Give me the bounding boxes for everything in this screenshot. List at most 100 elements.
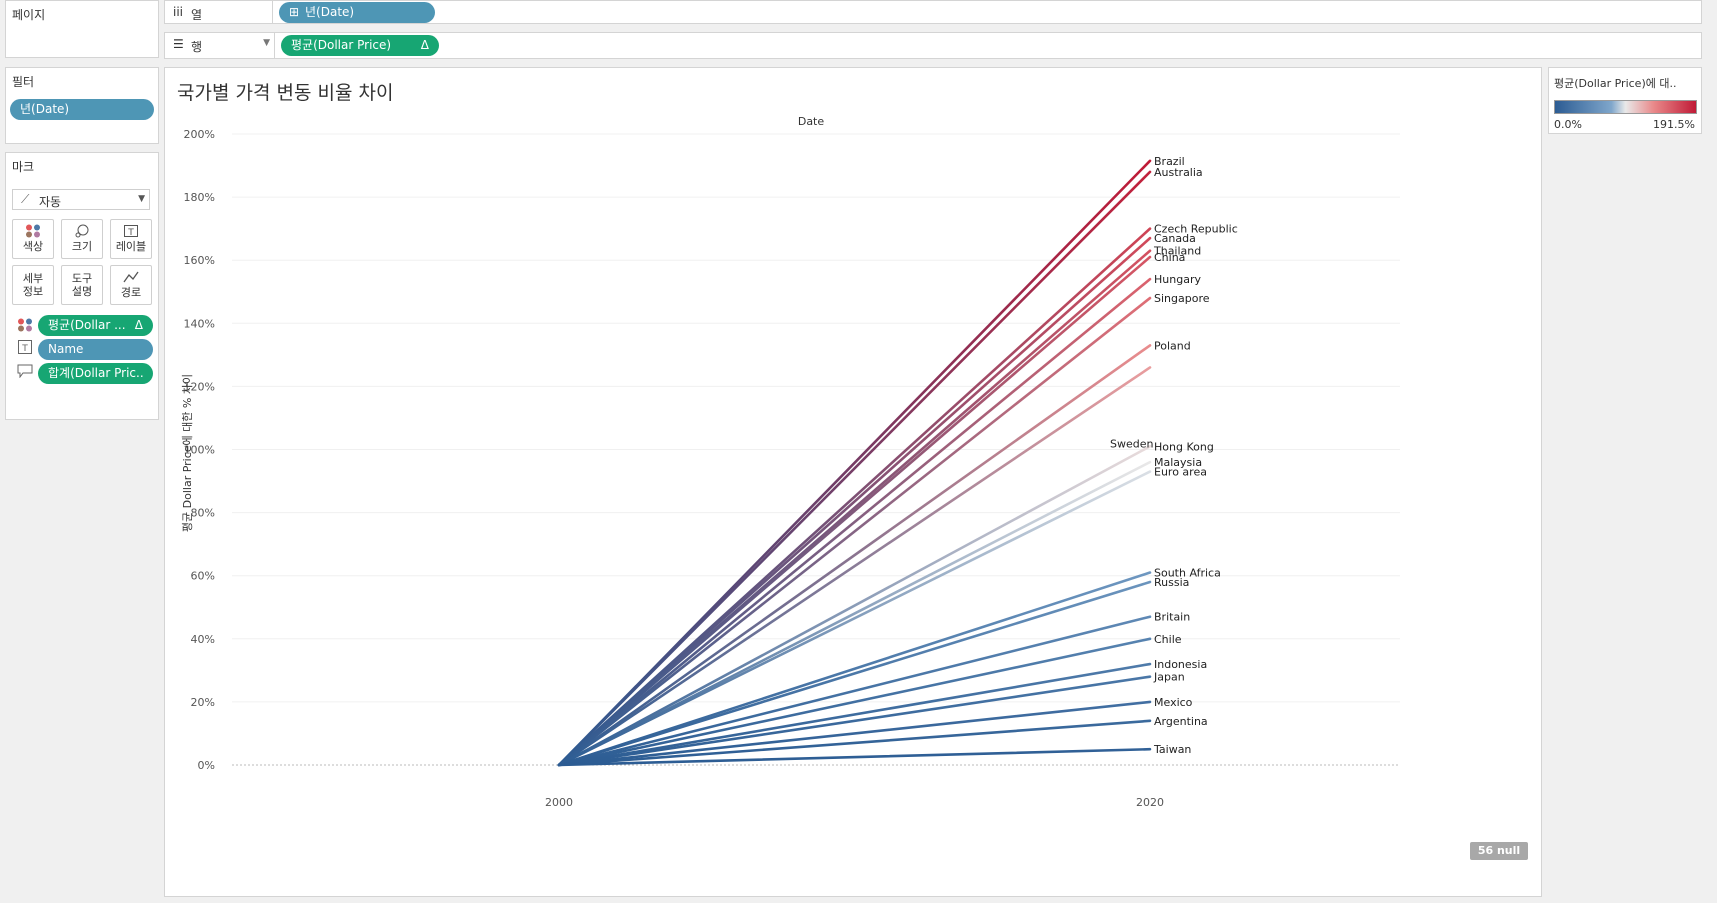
- rows-label: 행: [191, 40, 203, 54]
- series-line-sweden: [557, 366, 1152, 767]
- rows-shelf-header: ☰ 행 ▼: [165, 33, 275, 58]
- y-tick-label: 120%: [184, 380, 215, 393]
- label-icon: T: [122, 224, 140, 238]
- size-icon: [73, 224, 91, 238]
- filters-title: 필터: [12, 75, 35, 89]
- series-line-south-africa: [557, 571, 1152, 767]
- series-line-china: [557, 255, 1152, 767]
- series-label-argentina: Argentina: [1154, 715, 1208, 728]
- marks-title: 마크: [12, 160, 35, 174]
- columns-pill-year-date[interactable]: ⊞ 년(Date): [279, 2, 435, 23]
- legend-title: 평균(Dollar Price)에 대..: [1554, 77, 1677, 90]
- series-line-euro-area: [557, 470, 1152, 767]
- series-label-mexico: Mexico: [1154, 696, 1193, 709]
- series-label-thailand: Thailand: [1153, 245, 1201, 258]
- delta-icon: Δ: [134, 318, 143, 332]
- tooltip-icon: [17, 364, 33, 381]
- mark-type-select[interactable]: ⟋ 자동 ▼: [12, 189, 150, 210]
- legend-max-label: 191.5%: [1653, 118, 1695, 131]
- detail-label: 세부 정보: [22, 272, 44, 298]
- size-button[interactable]: 크기: [61, 219, 103, 259]
- y-tick-label: 80%: [191, 507, 215, 520]
- pages-title: 페이지: [12, 8, 46, 22]
- color-icon: [24, 224, 42, 238]
- y-axis-label: 평균 Dollar Price에 대한 % 차이: [181, 374, 194, 532]
- null-badge[interactable]: 56 null: [1470, 842, 1528, 860]
- y-tick-label: 100%: [184, 444, 215, 457]
- x-tick-label: 2000: [545, 796, 573, 809]
- text-icon: T: [18, 340, 32, 357]
- series-line-mexico: [557, 700, 1152, 767]
- series-label-taiwan: Taiwan: [1153, 743, 1191, 756]
- detail-button[interactable]: 세부 정보: [12, 265, 54, 305]
- columns-icon: iii: [173, 5, 184, 19]
- marks-field-sum-dollar-price[interactable]: 합계(Dollar Pric..: [38, 363, 153, 384]
- size-label: 크기: [71, 240, 93, 253]
- series-line-singapore: [557, 296, 1152, 767]
- series-label-euro-area: Euro area: [1154, 466, 1207, 479]
- series-label-czech-republic: Czech Republic: [1154, 223, 1238, 236]
- y-tick-label: 200%: [184, 128, 215, 141]
- filter-pill-year-date[interactable]: 년(Date): [10, 99, 154, 120]
- y-tick-label: 0%: [198, 759, 215, 772]
- y-tick-label: 160%: [184, 254, 215, 267]
- svg-text:T: T: [21, 344, 28, 354]
- delta-icon: Δ: [420, 38, 429, 52]
- columns-pill-label: 년(Date): [305, 5, 355, 19]
- y-tick-label: 140%: [184, 317, 215, 330]
- rows-pill-avg-dollar-price[interactable]: 평균(Dollar Price) Δ: [281, 35, 439, 56]
- series-line-australia: [557, 170, 1152, 767]
- columns-shelf-header: iii 열: [165, 1, 273, 23]
- path-button[interactable]: 경로: [110, 265, 152, 305]
- marks-field-label: 평균(Dollar ...: [48, 318, 126, 332]
- series-line-britain: [557, 615, 1152, 767]
- filters-panel[interactable]: 필터 년(Date): [5, 67, 159, 144]
- svg-text:T: T: [127, 228, 134, 238]
- y-tick-label: 20%: [191, 696, 215, 709]
- marks-field-name[interactable]: Name: [38, 339, 153, 360]
- series-label-russia: Russia: [1154, 576, 1189, 589]
- legend-gradient-bar: [1554, 100, 1697, 114]
- series-line-russia: [557, 580, 1152, 767]
- rows-pill-label: 평균(Dollar Price): [291, 38, 392, 52]
- series-label-canada: Canada: [1154, 232, 1196, 245]
- label-button[interactable]: T 레이블: [110, 219, 152, 259]
- rows-shelf[interactable]: ☰ 행 ▼ 평균(Dollar Price) Δ: [164, 32, 1702, 59]
- marks-field-avg-dollar-price[interactable]: 평균(Dollar ... Δ: [38, 315, 153, 336]
- series-line-chile: [557, 637, 1152, 767]
- top-axis-label: Date: [798, 115, 825, 128]
- series-line-indonesia: [557, 662, 1152, 767]
- marks-field-label: Name: [48, 342, 84, 356]
- path-label: 경로: [120, 286, 142, 299]
- y-tick-label: 180%: [184, 191, 215, 204]
- series-label-britain: Britain: [1154, 611, 1190, 624]
- line-chart[interactable]: Date 0% 20% 40% 60% 80% 100% 120% 140% 160% 180% 20…: [165, 68, 1543, 898]
- color-button[interactable]: 색상: [12, 219, 54, 259]
- series-label-chile: Chile: [1154, 633, 1182, 646]
- y-tick-label: 40%: [191, 633, 215, 646]
- columns-shelf[interactable]: iii 열 ⊞ 년(Date): [164, 0, 1702, 24]
- label-label: 레이블: [115, 240, 147, 253]
- legend-min-label: 0.0%: [1554, 118, 1582, 131]
- series-line-hong-kong: [557, 445, 1152, 767]
- x-tick-label: 2020: [1136, 796, 1164, 809]
- viz-panel: 국가별 가격 변동 비율 차이 Date 0% 20% 40% 60% 80% 100% 12…: [164, 67, 1542, 897]
- color-label: 색상: [22, 240, 44, 253]
- series-label-australia: Australia: [1154, 166, 1203, 179]
- pages-panel[interactable]: 페이지: [5, 0, 159, 58]
- series-line-japan: [557, 675, 1152, 767]
- rows-icon: ☰: [173, 37, 184, 51]
- columns-label: 열: [191, 8, 203, 22]
- expand-icon: ⊞: [289, 5, 300, 19]
- y-tick-label: 60%: [191, 570, 215, 583]
- series-line-taiwan: [557, 747, 1152, 767]
- tooltip-label: 도구 설명: [71, 272, 93, 298]
- rows-dropdown-icon[interactable]: ▼: [263, 38, 270, 48]
- path-icon: [122, 270, 140, 284]
- color-legend[interactable]: 평균(Dollar Price)에 대.. 0.0% 191.5%: [1548, 67, 1702, 134]
- series-label-hong-kong: Hong Kong: [1154, 440, 1214, 453]
- marks-field-label: 합계(Dollar Pric..: [48, 366, 144, 380]
- series-line-poland: [557, 344, 1152, 767]
- series-label-japan: Japan: [1153, 671, 1185, 684]
- tooltip-button[interactable]: 도구 설명: [61, 265, 103, 305]
